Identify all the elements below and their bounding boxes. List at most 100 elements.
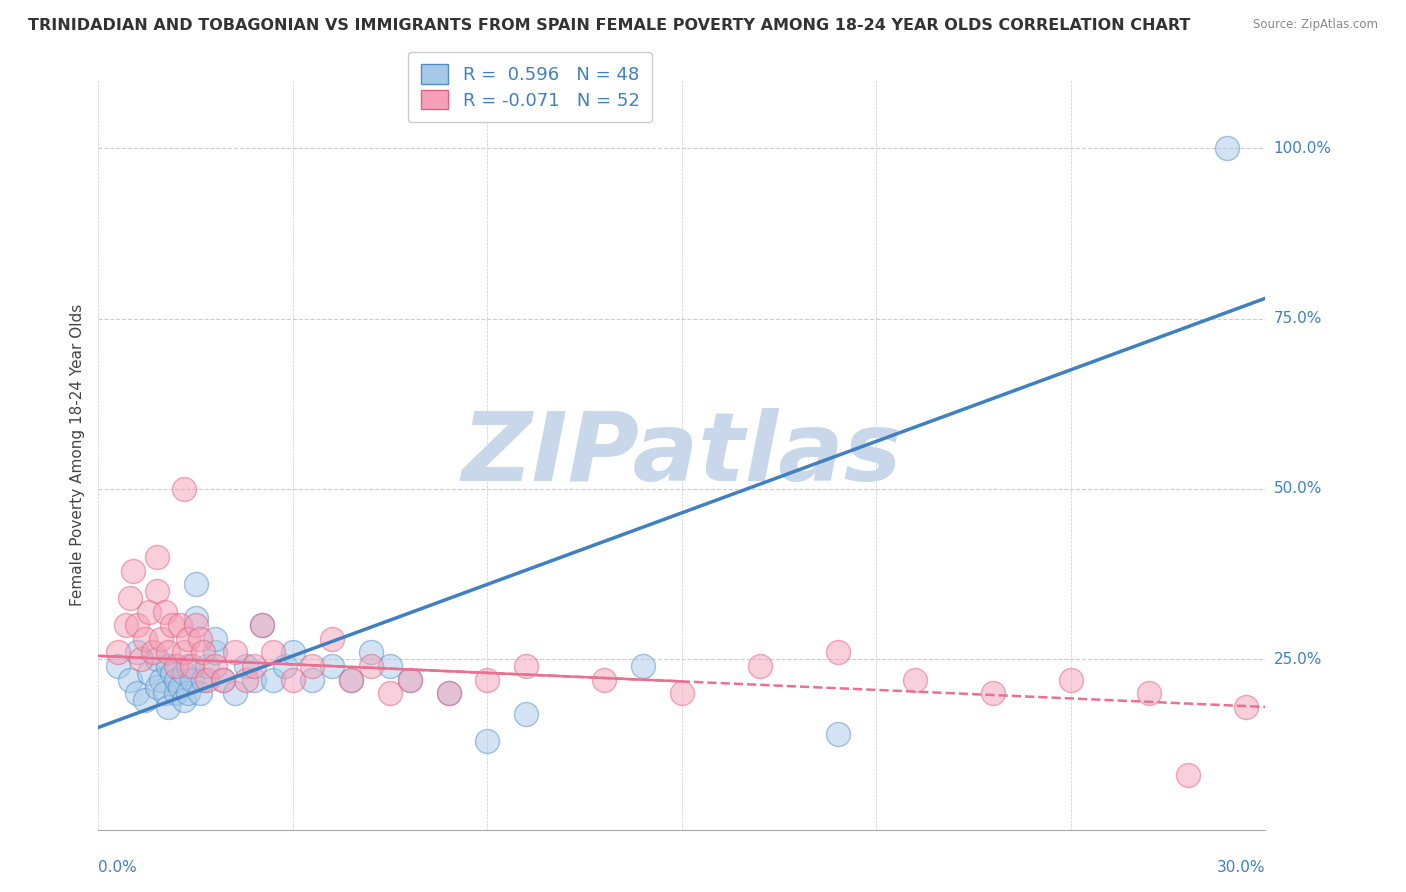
Point [177,659,200,673]
Point [184,577,207,591]
Point [184,618,207,632]
Point [631,659,654,673]
Point [162,618,184,632]
Point [127,618,149,632]
Point [193,673,215,687]
Text: 25.0%: 25.0% [1274,652,1322,666]
Point [138,605,160,619]
Point [173,645,195,659]
Point [169,618,191,632]
Point [177,686,200,700]
Point [398,673,420,687]
Point [146,652,169,666]
Point [188,632,211,646]
Y-axis label: Female Poverty Among 18-24 Year Olds: Female Poverty Among 18-24 Year Olds [69,304,84,606]
Point [138,665,160,680]
Text: 30.0%: 30.0% [1218,860,1265,875]
Point [180,673,202,687]
Point [671,686,693,700]
Point [250,618,273,632]
Point [321,659,343,673]
Point [981,686,1004,700]
Point [827,645,849,659]
Point [118,591,141,605]
Point [173,665,195,680]
Point [169,680,191,694]
Legend: R =  0.596   N = 48, R = -0.071   N = 52: R = 0.596 N = 48, R = -0.071 N = 52 [408,52,652,122]
Point [1234,700,1257,714]
Point [340,673,363,687]
Point [146,680,169,694]
Point [149,673,172,687]
Point [380,659,402,673]
Point [398,673,420,687]
Point [165,659,187,673]
Point [118,673,141,687]
Point [122,564,145,578]
Point [212,673,235,687]
Point [153,686,176,700]
Point [142,645,165,659]
Point [134,693,156,707]
Point [157,700,180,714]
Point [153,605,176,619]
Point [129,652,152,666]
Point [107,659,129,673]
Point [515,659,537,673]
Point [146,550,169,565]
Text: 100.0%: 100.0% [1274,141,1331,156]
Point [224,686,246,700]
Point [1060,673,1083,687]
Point [360,645,382,659]
Point [235,673,257,687]
Point [243,659,266,673]
Point [195,673,218,687]
Point [134,632,156,646]
Point [477,673,499,687]
Point [281,673,304,687]
Point [1215,141,1237,155]
Point [380,686,402,700]
Point [262,645,284,659]
Point [204,645,226,659]
Point [188,686,211,700]
Point [1137,686,1160,700]
Point [195,659,218,673]
Point [193,645,215,659]
Point [177,632,200,646]
Point [184,611,207,625]
Point [1177,768,1199,782]
Point [301,659,323,673]
Point [157,645,180,659]
Point [235,659,257,673]
Point [748,659,770,673]
Point [157,659,180,673]
Text: Source: ZipAtlas.com: Source: ZipAtlas.com [1253,18,1378,31]
Point [340,673,363,687]
Point [250,618,273,632]
Point [204,632,226,646]
Point [162,665,184,680]
Point [146,584,169,599]
Point [360,659,382,673]
Text: 75.0%: 75.0% [1274,311,1322,326]
Point [204,659,226,673]
Point [212,673,235,687]
Point [149,632,172,646]
Point [127,645,149,659]
Point [904,673,927,687]
Point [165,686,187,700]
Point [114,618,136,632]
Point [224,645,246,659]
Point [243,673,266,687]
Text: 0.0%: 0.0% [98,860,138,875]
Text: ZIPatlas: ZIPatlas [461,409,903,501]
Point [301,673,323,687]
Point [515,706,537,721]
Point [262,673,284,687]
Point [827,727,849,741]
Point [437,686,460,700]
Point [274,659,297,673]
Point [127,686,149,700]
Point [107,645,129,659]
